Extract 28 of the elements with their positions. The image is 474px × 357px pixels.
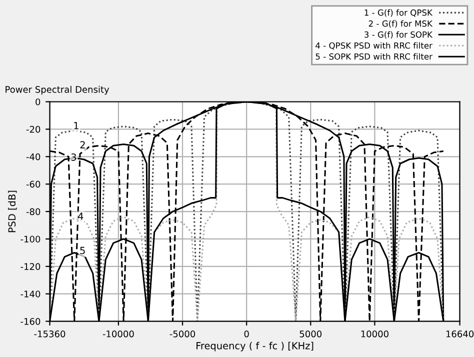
y-tick-label: 0 — [36, 98, 40, 106]
y-tick-label: -80 — [26, 208, 40, 216]
x-tick-label: -10000 — [102, 330, 134, 338]
x-tick-label: -15360 — [34, 330, 66, 338]
x-tick-label: 5000 — [300, 330, 322, 338]
annotation: 4 — [78, 212, 84, 220]
y-tick-label: -60 — [26, 180, 40, 188]
x-axis-title: Frequency ( f - fc ) [KHz] — [196, 342, 314, 352]
legend-label: 2 - G(f) for MSK — [368, 20, 433, 28]
legend-label: 1 - G(f) for QPSK — [364, 9, 433, 17]
y-tick-label: -100 — [20, 236, 40, 243]
annotation: 2 — [80, 141, 85, 148]
annotation: 5 — [80, 246, 85, 254]
annotation: 1 — [74, 122, 78, 130]
chart-title: Power Spectral Density — [6, 86, 110, 95]
y-tick-label: -140 — [20, 290, 40, 298]
y-tick-label: -40 — [26, 153, 40, 160]
y-axis-title: PSD [dB] — [8, 190, 17, 232]
x-tick-label: -5000 — [170, 330, 196, 338]
y-tick-label: -120 — [20, 263, 40, 270]
y-tick-label: -160 — [20, 318, 40, 325]
x-tick-label: 16640 — [446, 330, 474, 338]
legend-label: 3 - G(f) for SOPK — [364, 31, 433, 39]
legend-label: 4 - QPSK PSD with RRC filter — [316, 42, 432, 50]
legend-label: 5 - SOPK PSD with RRC filter — [316, 53, 432, 60]
y-tick-label: -20 — [26, 126, 40, 133]
x-tick-label: 0 — [244, 330, 249, 338]
x-tick-label: 10000 — [361, 330, 388, 338]
